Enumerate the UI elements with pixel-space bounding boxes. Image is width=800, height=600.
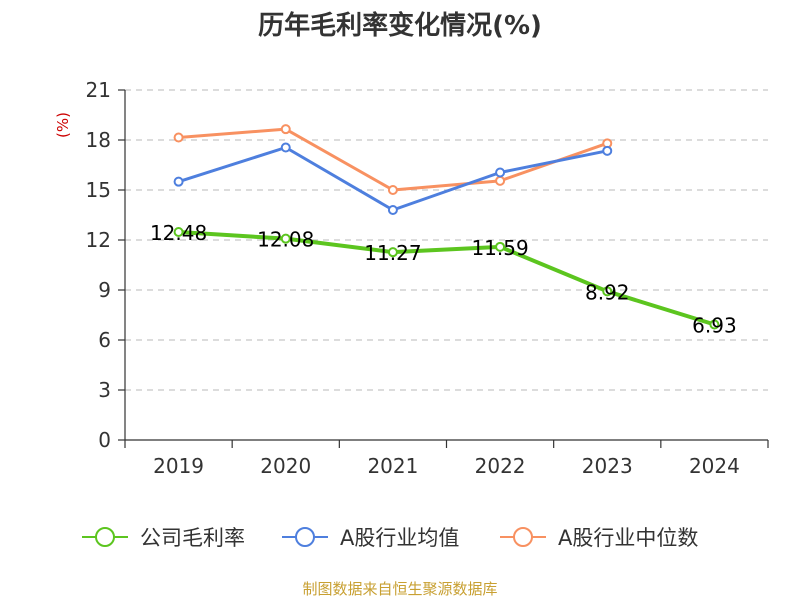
legend-marker-icon xyxy=(95,527,115,547)
series-line-2 xyxy=(177,127,609,192)
y-tick-label: 21 xyxy=(86,78,111,102)
y-tick-label: 9 xyxy=(98,278,111,302)
y-tick-label: 6 xyxy=(98,328,111,352)
data-label: 8.92 xyxy=(585,280,630,304)
data-point[interactable] xyxy=(280,233,291,244)
series-line-0 xyxy=(176,230,717,327)
data-point[interactable] xyxy=(173,176,184,187)
data-point[interactable] xyxy=(387,185,398,195)
chart-title: 历年毛利率变化情况(%) xyxy=(258,10,542,41)
legend-marker-icon xyxy=(513,527,533,547)
data-point[interactable] xyxy=(280,142,291,153)
data-point[interactable] xyxy=(495,175,506,186)
x-tick-label: 2019 xyxy=(153,454,204,478)
legend-label: 公司毛利率 xyxy=(140,526,245,550)
x-tick-label: 2024 xyxy=(689,454,740,478)
x-tick-label: 2021 xyxy=(367,454,418,478)
legend: 公司毛利率 A股行业均值 A股行业中位数 xyxy=(82,526,698,550)
data-label: 11.59 xyxy=(471,236,528,260)
legend-label: A股行业中位数 xyxy=(558,526,698,550)
data-label: 6.93 xyxy=(692,314,737,338)
data-label: 11.27 xyxy=(364,241,421,265)
data-label: 12.48 xyxy=(150,221,207,245)
data-point[interactable] xyxy=(602,145,613,156)
data-point[interactable] xyxy=(173,227,184,237)
data-point[interactable] xyxy=(387,205,398,215)
legend-label: A股行业均值 xyxy=(340,526,459,550)
source-note: 制图数据来自恒生聚源数据库 xyxy=(302,580,497,598)
y-tick-label: 15 xyxy=(86,178,111,202)
legend-item-2[interactable]: A股行业中位数 xyxy=(500,526,698,550)
legend-item-0[interactable]: 公司毛利率 xyxy=(82,526,245,550)
series-lines xyxy=(173,124,720,330)
data-point[interactable] xyxy=(495,167,506,178)
x-tick-label: 2023 xyxy=(582,454,633,478)
legend-marker-icon xyxy=(295,527,315,547)
y-tick-label: 12 xyxy=(86,228,111,252)
y-axis-unit-label: (%) xyxy=(54,112,72,138)
legend-item-1[interactable]: A股行业均值 xyxy=(282,526,459,550)
y-tick-label: 3 xyxy=(98,378,111,402)
data-point[interactable] xyxy=(602,286,613,297)
data-point[interactable] xyxy=(280,124,291,135)
x-tick-label: 2022 xyxy=(475,454,526,478)
series-line-1 xyxy=(177,146,609,212)
data-point[interactable] xyxy=(173,132,184,143)
data-point[interactable] xyxy=(709,319,720,330)
y-tick-label: 18 xyxy=(86,128,111,152)
data-labels: 12.48 12.08 11.27 11.59 8.92 6.93 xyxy=(150,221,737,338)
data-point[interactable] xyxy=(387,247,398,258)
x-tick-label: 2020 xyxy=(260,454,311,478)
y-tick-label: 0 xyxy=(98,428,111,452)
data-label: 12.08 xyxy=(257,228,314,252)
axes: 0 3 6 9 12 15 18 21 2019 2020 2021 2022 2023 2024 xyxy=(86,78,769,478)
data-point[interactable] xyxy=(495,241,506,252)
